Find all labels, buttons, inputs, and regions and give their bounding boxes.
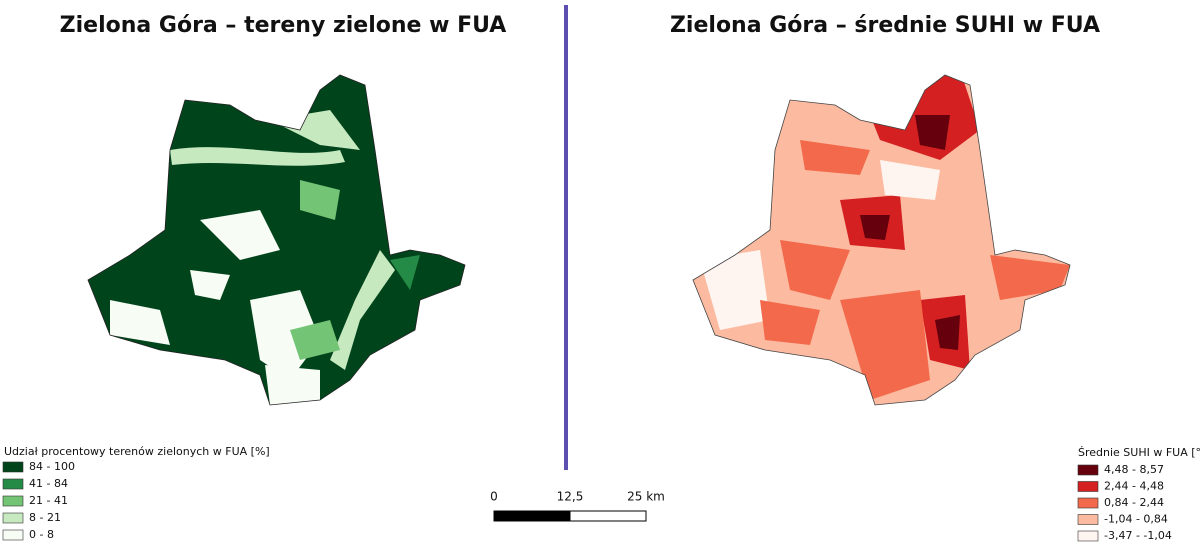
map-title: Zielona Góra – średnie SUHI w FUA (670, 13, 1100, 38)
legend-label: -3,47 - -1,04 (1104, 529, 1172, 542)
legend-label: 84 - 100 (29, 460, 75, 473)
scale-label: 0 (490, 490, 498, 504)
legend-label: 0,84 - 2,44 (1104, 496, 1164, 509)
legend-swatch (1077, 497, 1099, 509)
legend-title: Udział procentowy terenów zielonych w FU… (4, 445, 270, 458)
legend-title: Średnie SUHI w FUA [°C] (1078, 446, 1200, 459)
green-map (87, 74, 466, 406)
legend-label: 0 - 8 (29, 528, 54, 541)
legends: 84 - 100 41 - 84 21 - 41 8 - 21 0 - 8 4,48 - … (2, 460, 1172, 542)
legend-swatch (2, 478, 24, 490)
legend-label: -1,04 - 0,84 (1104, 513, 1168, 526)
legend-swatch (2, 495, 24, 507)
legend-label: 41 - 84 (29, 477, 68, 490)
legend-label: 4,48 - 8,57 (1104, 463, 1164, 476)
legend-swatch (1077, 481, 1099, 492)
suhi-map (692, 74, 1071, 406)
legend-swatch (2, 512, 24, 524)
scale-label: 12,5 (557, 490, 584, 504)
scale-segment (569, 510, 647, 522)
legend-label: 2,44 - 4,48 (1104, 480, 1164, 493)
scale-label: 25 km (627, 490, 665, 504)
legend-label: 21 - 41 (29, 494, 68, 507)
legend-swatch (2, 461, 24, 473)
legend-swatch (1077, 464, 1099, 476)
scale-segment (493, 510, 571, 522)
legend-swatch (2, 529, 24, 541)
scale-bar: 0 12,5 25 km (490, 490, 665, 522)
legend-label: 8 - 21 (29, 511, 61, 524)
map-title: Zielona Góra – tereny zielone w FUA (60, 13, 507, 38)
legend-swatch (1077, 514, 1099, 525)
legend-swatch (1077, 530, 1099, 542)
